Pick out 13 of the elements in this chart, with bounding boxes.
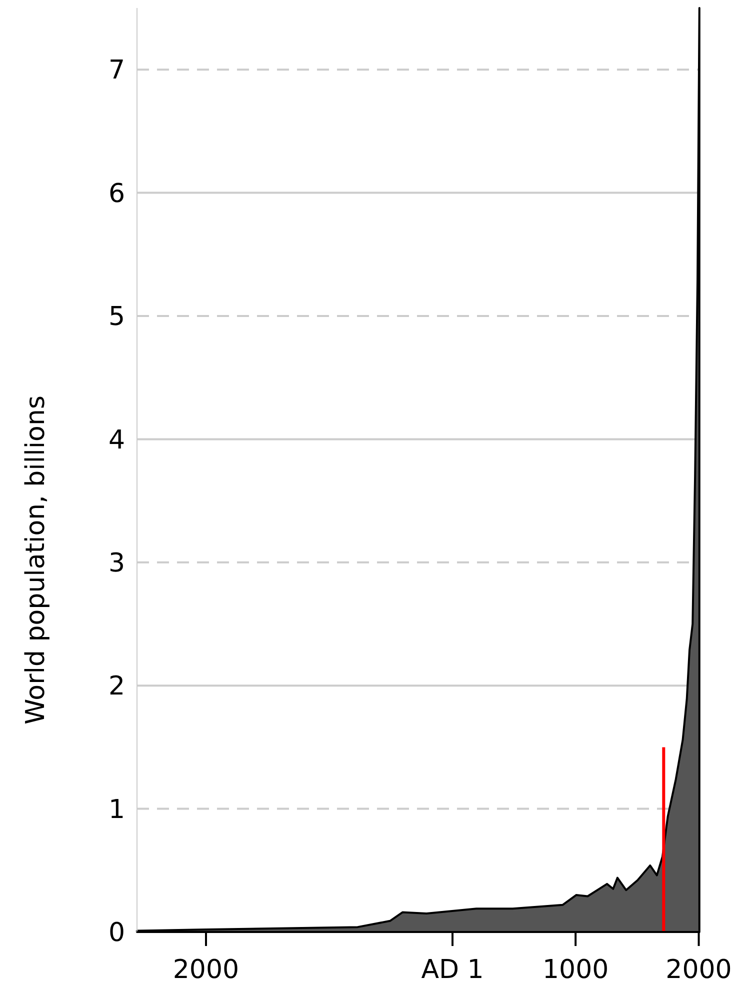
y-axis-title: World population, billions xyxy=(21,396,51,724)
y-tick-label: 1 xyxy=(108,794,125,825)
y-tick-label: 3 xyxy=(108,548,125,578)
y-tick-label: 4 xyxy=(108,425,125,456)
y-tick-label: 7 xyxy=(108,56,125,86)
y-tick-label: 5 xyxy=(108,302,125,332)
y-tick-label: 6 xyxy=(108,178,125,209)
x-tick-label: 2000 xyxy=(172,955,240,985)
y-tick-label: 0 xyxy=(108,918,125,948)
x-tick-label: 1000 xyxy=(542,955,609,985)
x-tick-label: AD 1 xyxy=(421,955,484,985)
x-tick-label: 2000 xyxy=(666,955,732,985)
y-tick-label: 2 xyxy=(108,672,125,702)
